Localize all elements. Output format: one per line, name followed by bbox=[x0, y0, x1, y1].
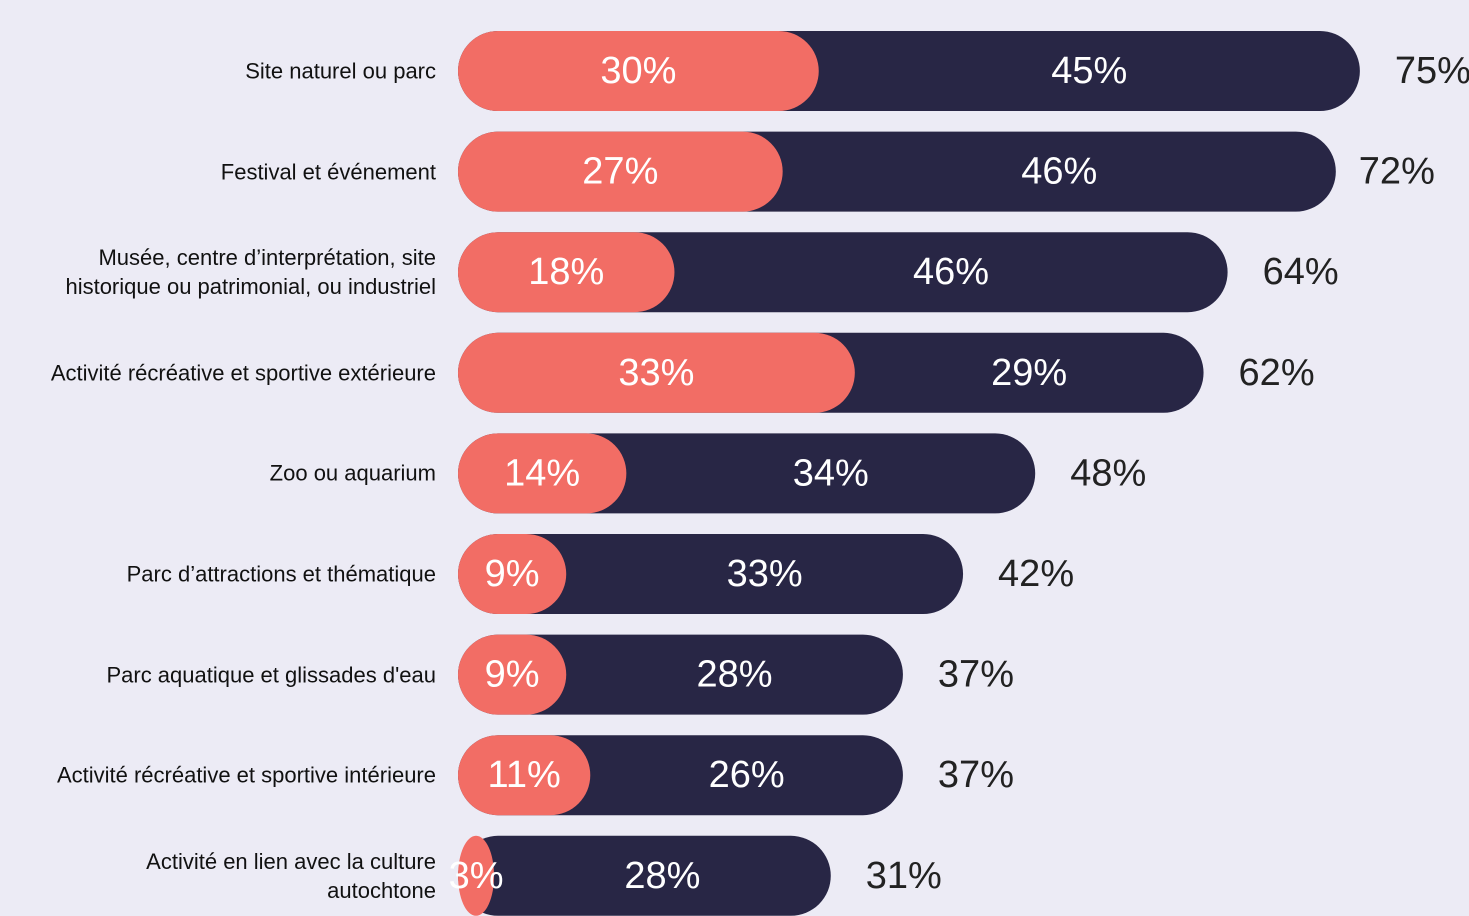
bar-segment bbox=[458, 534, 964, 614]
bar-segment bbox=[458, 131, 783, 212]
value-label: 30% bbox=[600, 50, 676, 92]
category-label: Musée, centre d’interprétation, site his… bbox=[65, 245, 436, 300]
value-label: 14% bbox=[504, 452, 580, 494]
value-label: 46% bbox=[913, 251, 989, 293]
total-label: 62% bbox=[1239, 352, 1315, 394]
value-label: 9% bbox=[485, 553, 540, 595]
bar-segment bbox=[458, 634, 567, 715]
value-label: 26% bbox=[709, 754, 785, 796]
value-label: 45% bbox=[1051, 50, 1127, 92]
bar-segment bbox=[458, 835, 831, 916]
value-label: 18% bbox=[528, 251, 604, 293]
category-label: Festival et événement bbox=[220, 159, 436, 185]
category-label: Parc d’attractions et thématique bbox=[126, 561, 436, 587]
total-label: 75% bbox=[1395, 50, 1469, 92]
category-label: Parc aquatique et glissades d'eau bbox=[106, 662, 436, 688]
value-label: 28% bbox=[624, 855, 700, 897]
value-label: 9% bbox=[485, 654, 540, 696]
bar-segment bbox=[458, 332, 855, 413]
total-label: 64% bbox=[1263, 251, 1339, 293]
bar-segment bbox=[458, 735, 591, 816]
value-label: 34% bbox=[793, 452, 869, 494]
category-label: Site naturel ou parc bbox=[245, 58, 436, 84]
value-label: 27% bbox=[582, 151, 658, 193]
total-label: 42% bbox=[998, 553, 1074, 595]
bar-segment bbox=[458, 634, 903, 715]
category-label: Activité en lien avec la culture autocht… bbox=[146, 848, 436, 903]
bar-segment bbox=[458, 433, 627, 514]
total-label: 37% bbox=[938, 654, 1014, 696]
value-label: 11% bbox=[488, 754, 561, 796]
value-label: 28% bbox=[697, 654, 773, 696]
total-label: 72% bbox=[1359, 151, 1435, 193]
category-label: Activité récréative et sportive intérieu… bbox=[56, 762, 436, 788]
total-label: 31% bbox=[866, 855, 942, 897]
bar-segment bbox=[458, 835, 495, 916]
bar-segment bbox=[458, 534, 567, 614]
value-label: 29% bbox=[991, 352, 1067, 394]
bar-segment bbox=[458, 232, 675, 313]
total-label: 48% bbox=[1070, 452, 1146, 494]
category-label: Zoo ou aquarium bbox=[269, 460, 436, 486]
category-label: Activité récréative et sportive extérieu… bbox=[50, 360, 436, 386]
value-label: 3% bbox=[449, 855, 504, 897]
value-label: 46% bbox=[1021, 151, 1097, 193]
bar-segment bbox=[458, 31, 819, 111]
value-label: 33% bbox=[618, 352, 694, 394]
total-label: 37% bbox=[938, 754, 1014, 796]
value-label: 33% bbox=[727, 553, 803, 595]
